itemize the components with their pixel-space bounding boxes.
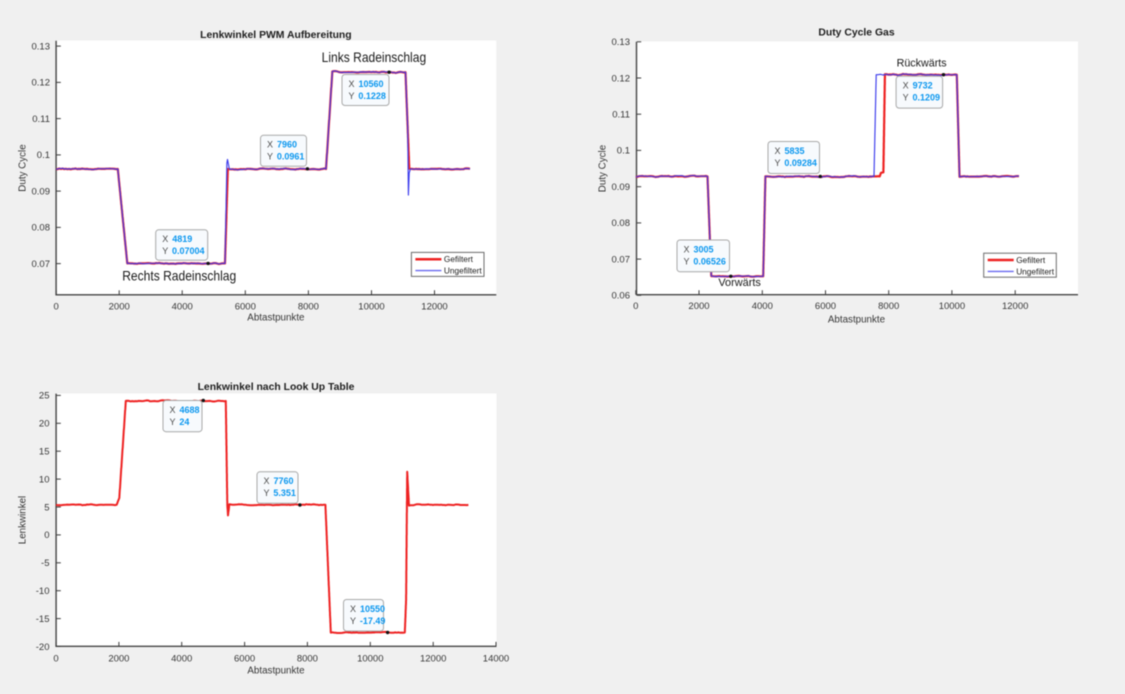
svg-text:10: 10: [39, 474, 50, 485]
svg-text:4000: 4000: [172, 301, 193, 312]
svg-text:0.06: 0.06: [612, 291, 631, 302]
svg-text:Abtastpunkte: Abtastpunkte: [247, 666, 305, 677]
svg-text:Y 5.351: Y 5.351: [264, 488, 296, 498]
svg-text:5: 5: [44, 502, 49, 513]
svg-text:4000: 4000: [171, 653, 192, 664]
svg-text:0: 0: [633, 301, 638, 312]
svg-text:8000: 8000: [298, 301, 319, 312]
svg-text:0.07: 0.07: [32, 259, 51, 270]
svg-text:6000: 6000: [234, 653, 255, 664]
svg-text:10000: 10000: [358, 301, 384, 312]
svg-text:2000: 2000: [109, 301, 130, 312]
svg-text:6000: 6000: [235, 301, 256, 312]
svg-text:X 7960: X 7960: [267, 140, 297, 150]
svg-text:Rechts Radeinschlag: Rechts Radeinschlag: [122, 268, 236, 284]
svg-text:X 9732: X 9732: [903, 81, 933, 91]
svg-text:0.08: 0.08: [32, 223, 51, 234]
svg-text:Y 0.07004: Y 0.07004: [162, 246, 204, 256]
svg-text:X 4819: X 4819: [162, 234, 192, 244]
svg-text:Y 0.1209: Y 0.1209: [903, 93, 940, 103]
svg-text:6000: 6000: [815, 301, 836, 312]
svg-text:0.12: 0.12: [612, 73, 631, 84]
svg-text:0.11: 0.11: [612, 110, 630, 121]
svg-text:10000: 10000: [939, 301, 965, 312]
svg-text:0.13: 0.13: [612, 37, 631, 48]
svg-text:Ungefiltert: Ungefiltert: [1016, 266, 1055, 276]
svg-text:20: 20: [39, 419, 50, 430]
svg-text:8000: 8000: [878, 301, 899, 312]
svg-text:0.07: 0.07: [612, 254, 631, 265]
svg-text:-10: -10: [36, 586, 50, 597]
svg-text:X 3005: X 3005: [684, 244, 714, 254]
svg-text:Rückwärts: Rückwärts: [897, 58, 947, 70]
svg-text:0.13: 0.13: [32, 41, 51, 52]
svg-text:Y 24: Y 24: [170, 417, 190, 427]
svg-text:X 5835: X 5835: [775, 146, 805, 156]
svg-text:0: 0: [53, 653, 58, 664]
svg-text:0.09: 0.09: [612, 182, 631, 193]
svg-text:10000: 10000: [357, 653, 383, 664]
svg-text:12000: 12000: [421, 301, 447, 312]
svg-text:0.12: 0.12: [32, 78, 51, 89]
svg-text:0.08: 0.08: [612, 218, 631, 229]
svg-text:Y -17.49: Y -17.49: [350, 616, 385, 626]
svg-text:0: 0: [53, 301, 58, 312]
svg-text:0: 0: [44, 530, 49, 541]
svg-text:12000: 12000: [1002, 301, 1028, 312]
svg-text:X 10550: X 10550: [350, 604, 385, 614]
svg-text:Gefiltert: Gefiltert: [1016, 255, 1046, 265]
svg-text:X 10560: X 10560: [349, 79, 384, 89]
svg-text:8000: 8000: [297, 653, 318, 664]
svg-text:Y 0.09284: Y 0.09284: [775, 158, 817, 168]
svg-text:Y 0.0961: Y 0.0961: [267, 152, 304, 162]
svg-text:12000: 12000: [420, 653, 446, 664]
svg-text:2000: 2000: [688, 301, 709, 312]
svg-text:Ungefiltert: Ungefiltert: [444, 266, 483, 276]
svg-text:Y 0.1228: Y 0.1228: [349, 91, 386, 101]
svg-text:15: 15: [39, 447, 50, 458]
svg-text:Duty Cycle: Duty Cycle: [18, 144, 29, 192]
svg-text:4000: 4000: [752, 301, 773, 312]
svg-text:0.1: 0.1: [617, 146, 630, 157]
svg-text:0.1: 0.1: [37, 150, 50, 161]
svg-text:Abtastpunkte: Abtastpunkte: [247, 312, 305, 323]
svg-text:-20: -20: [36, 642, 50, 653]
svg-text:0.11: 0.11: [32, 114, 50, 125]
svg-text:-15: -15: [36, 614, 50, 625]
svg-text:-5: -5: [41, 558, 49, 569]
svg-text:Lenkwinkel nach Look Up Table: Lenkwinkel nach Look Up Table: [198, 382, 355, 393]
svg-text:14000: 14000: [483, 653, 509, 664]
svg-text:X 7760: X 7760: [264, 476, 294, 486]
svg-text:Lenkwinkel PWM Aufbereitung: Lenkwinkel PWM Aufbereitung: [200, 30, 351, 41]
svg-text:Duty Cycle: Duty Cycle: [598, 144, 609, 192]
svg-text:25: 25: [39, 391, 50, 402]
svg-text:Y 0.06526: Y 0.06526: [684, 256, 726, 266]
svg-text:2000: 2000: [108, 653, 129, 664]
svg-text:0.09: 0.09: [32, 186, 51, 197]
svg-text:X 4688: X 4688: [170, 405, 200, 415]
svg-text:Gefiltert: Gefiltert: [444, 254, 474, 264]
svg-text:Lenkwinkel: Lenkwinkel: [18, 496, 29, 544]
svg-text:Abtastpunkte: Abtastpunkte: [828, 315, 886, 326]
svg-text:Links Radeinschlag: Links Radeinschlag: [322, 49, 427, 65]
svg-text:Duty Cycle Gas: Duty Cycle Gas: [818, 28, 894, 39]
svg-text:Vorwärts: Vorwärts: [718, 277, 761, 289]
